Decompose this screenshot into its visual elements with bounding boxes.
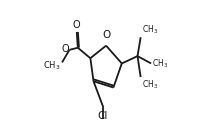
Text: CH$_3$: CH$_3$ bbox=[141, 78, 157, 91]
Text: O: O bbox=[61, 44, 69, 54]
Text: CH$_3$: CH$_3$ bbox=[141, 24, 157, 36]
Text: CH$_3$: CH$_3$ bbox=[43, 59, 60, 72]
Text: O: O bbox=[102, 30, 110, 40]
Text: O: O bbox=[72, 20, 80, 30]
Text: CH$_3$: CH$_3$ bbox=[151, 57, 167, 70]
Text: Cl: Cl bbox=[97, 111, 108, 120]
